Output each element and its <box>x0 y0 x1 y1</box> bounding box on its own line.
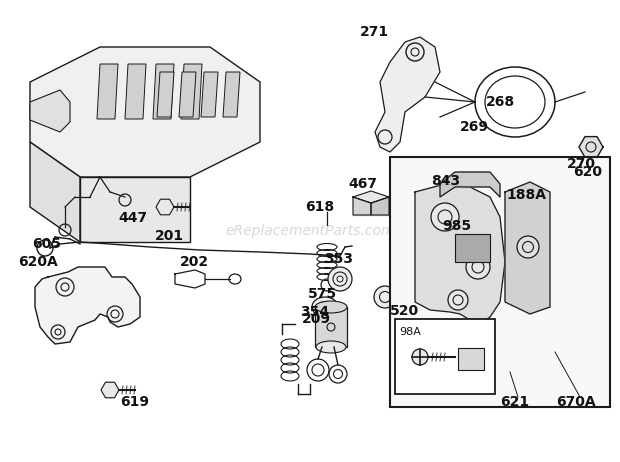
Text: 188A: 188A <box>506 188 546 202</box>
Text: 520: 520 <box>390 304 419 318</box>
Polygon shape <box>440 172 500 197</box>
Polygon shape <box>179 72 196 117</box>
Ellipse shape <box>316 341 346 353</box>
Polygon shape <box>353 191 389 203</box>
Ellipse shape <box>315 301 347 313</box>
Text: 843: 843 <box>431 174 460 188</box>
Text: 621: 621 <box>500 395 529 409</box>
Text: 268: 268 <box>485 95 515 109</box>
Polygon shape <box>181 64 202 119</box>
Ellipse shape <box>374 286 396 308</box>
Polygon shape <box>579 137 603 158</box>
Polygon shape <box>491 204 505 216</box>
Polygon shape <box>97 64 118 119</box>
Polygon shape <box>201 72 218 117</box>
Ellipse shape <box>431 203 459 231</box>
Text: 619: 619 <box>120 395 149 409</box>
Bar <box>447 234 469 254</box>
Polygon shape <box>223 72 240 117</box>
Bar <box>315 307 347 347</box>
Text: 202: 202 <box>180 255 209 269</box>
Text: 575: 575 <box>308 287 337 301</box>
Ellipse shape <box>517 236 539 258</box>
Polygon shape <box>428 197 446 215</box>
Text: 605: 605 <box>32 237 61 251</box>
Text: 447: 447 <box>118 211 147 225</box>
Text: 354: 354 <box>300 305 329 319</box>
Ellipse shape <box>312 297 338 317</box>
Bar <box>455 234 490 262</box>
Polygon shape <box>125 64 146 119</box>
Text: 271: 271 <box>360 25 389 39</box>
Polygon shape <box>375 37 440 152</box>
Polygon shape <box>30 47 260 177</box>
Polygon shape <box>153 64 174 119</box>
Text: 985: 985 <box>442 219 471 233</box>
Text: 98A: 98A <box>399 327 421 337</box>
Ellipse shape <box>412 349 428 365</box>
Polygon shape <box>30 142 80 242</box>
Text: 201: 201 <box>155 229 184 243</box>
Polygon shape <box>156 199 174 215</box>
Polygon shape <box>446 197 464 215</box>
Bar <box>443 245 449 250</box>
Bar <box>443 238 449 243</box>
Polygon shape <box>30 90 70 132</box>
Polygon shape <box>353 197 371 215</box>
Bar <box>458 348 484 370</box>
Polygon shape <box>35 267 140 344</box>
Text: eReplacementParts.com: eReplacementParts.com <box>225 224 395 238</box>
Ellipse shape <box>328 267 352 291</box>
Polygon shape <box>505 182 550 314</box>
Text: 618: 618 <box>305 200 334 214</box>
Text: 269: 269 <box>460 120 489 134</box>
Polygon shape <box>371 197 389 215</box>
Text: 270: 270 <box>567 157 595 171</box>
Text: 620A: 620A <box>18 255 58 269</box>
Polygon shape <box>157 72 174 117</box>
Bar <box>395 319 495 394</box>
Polygon shape <box>101 382 119 398</box>
Ellipse shape <box>466 255 490 279</box>
Polygon shape <box>415 184 505 324</box>
Text: 670A: 670A <box>556 395 596 409</box>
Text: 620: 620 <box>573 165 602 179</box>
Ellipse shape <box>448 290 468 310</box>
Polygon shape <box>80 177 190 242</box>
Text: 353: 353 <box>324 252 353 266</box>
Polygon shape <box>428 191 464 203</box>
Text: 467: 467 <box>348 177 377 191</box>
Bar <box>390 157 610 407</box>
Text: 209: 209 <box>302 312 331 326</box>
